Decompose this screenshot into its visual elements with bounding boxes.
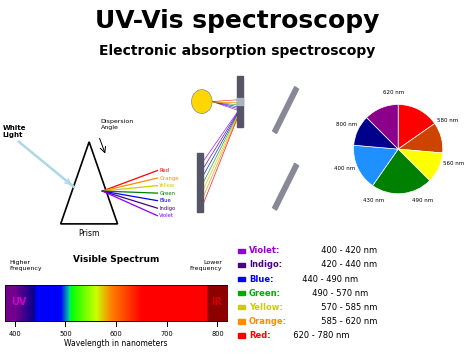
Bar [237,76,243,127]
Bar [238,320,245,324]
Text: 400: 400 [9,331,21,337]
Text: Yellow:: Yellow: [249,303,283,312]
Text: White
Light: White Light [3,125,27,138]
Text: 800 nm: 800 nm [336,122,357,127]
Text: 620 - 780 nm: 620 - 780 nm [288,331,349,340]
Text: UV-Vis spectroscopy: UV-Vis spectroscopy [95,9,379,33]
Text: Green: Green [159,191,175,196]
Text: Visible Spectrum: Visible Spectrum [73,255,159,264]
Text: Green:: Green: [249,289,281,298]
Text: Blue: Blue [159,198,171,203]
Text: Violet: Violet [159,213,174,218]
Wedge shape [366,104,398,149]
Bar [197,153,203,212]
Text: Yellow: Yellow [159,183,175,188]
Text: Violet:: Violet: [249,246,280,255]
Text: 560 nm: 560 nm [443,162,464,166]
Wedge shape [354,145,398,186]
Text: 490 nm: 490 nm [411,198,433,203]
Text: Prism: Prism [78,229,100,238]
Polygon shape [273,163,299,210]
Bar [237,98,243,105]
Text: IR: IR [211,297,222,307]
Text: Lower
Frequency: Lower Frequency [190,260,222,271]
Text: 440 - 490 nm: 440 - 490 nm [298,274,358,284]
Text: Red: Red [159,168,169,173]
Text: Orange:: Orange: [249,317,287,326]
Text: 570 - 585 nm: 570 - 585 nm [317,303,378,312]
Text: 580 nm: 580 nm [437,118,458,123]
Text: Indigo: Indigo [159,206,175,211]
Bar [238,333,245,338]
Text: 620 nm: 620 nm [383,90,404,95]
Text: UV: UV [11,297,27,307]
Bar [238,305,245,310]
Text: 400 nm: 400 nm [334,166,355,171]
Text: 585 - 620 nm: 585 - 620 nm [317,317,378,326]
Bar [238,263,245,267]
Circle shape [191,89,212,114]
Wedge shape [354,118,398,149]
Text: 800: 800 [211,331,224,337]
Text: Red:: Red: [249,331,271,340]
Text: Electronic absorption spectroscopy: Electronic absorption spectroscopy [99,44,375,58]
Wedge shape [398,124,443,153]
Text: Indigo:: Indigo: [249,260,282,269]
Text: Dispersion
Angle: Dispersion Angle [100,119,134,130]
Text: Blue:: Blue: [249,274,273,284]
Wedge shape [398,149,443,181]
Bar [238,277,245,281]
Bar [238,248,245,253]
Text: 430 nm: 430 nm [364,198,385,203]
Wedge shape [398,104,435,149]
Text: 700: 700 [160,331,173,337]
Text: Higher
Frequency: Higher Frequency [10,260,43,271]
Text: 400 - 420 nm: 400 - 420 nm [317,246,377,255]
Text: 420 - 440 nm: 420 - 440 nm [317,260,377,269]
Text: 600: 600 [110,331,122,337]
Wedge shape [373,149,430,194]
Polygon shape [273,87,299,133]
Text: Wavelength in nanometers: Wavelength in nanometers [64,339,168,348]
Text: 500: 500 [59,331,72,337]
Bar [238,291,245,295]
Text: Orange: Orange [159,176,179,181]
Text: 490 - 570 nm: 490 - 570 nm [307,289,368,298]
